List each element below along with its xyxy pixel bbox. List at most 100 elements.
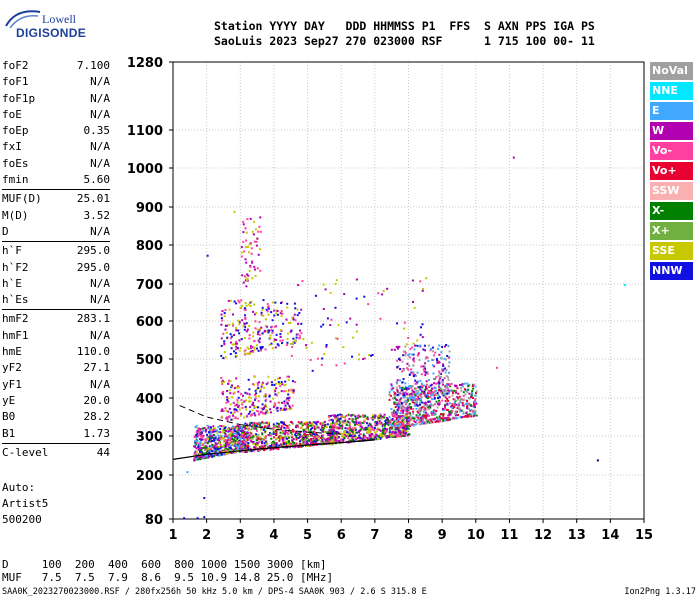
echo-point [249,436,252,439]
echo-point [253,265,256,268]
echo-point [420,392,422,395]
echo-point [429,421,432,424]
echo-point [293,302,296,305]
echo-point [419,423,421,426]
echo-point [334,426,336,429]
echo-point [405,430,408,433]
echo-point [415,414,418,417]
echo-point [362,437,365,440]
echo-point [398,392,401,395]
echo-point [282,429,285,432]
echo-point [394,398,397,400]
echo-point [243,307,246,310]
echo-point [306,441,309,444]
echo-point [335,430,338,433]
plot-frame [172,61,645,520]
echo-point [451,406,454,409]
echo-point [379,429,382,432]
echo-point [210,445,213,448]
echo-point [328,419,331,422]
echo-point [220,354,223,357]
echo-point [264,444,267,447]
echo-point [305,442,307,444]
echo-point [242,444,245,447]
echo-point [246,414,249,417]
echo-point [357,430,360,433]
echo-point [296,314,299,317]
echo-point [395,420,398,423]
echo-point [407,408,410,411]
echo-point [292,342,295,345]
echo-point [231,426,234,429]
echo-point [377,437,379,440]
echo-point [249,352,252,355]
echo-point [226,452,229,455]
echo-point [380,417,383,420]
echo-point [284,429,287,432]
echo-point [204,448,207,451]
echo-point [245,448,248,451]
echo-point [301,280,304,283]
echo-point [306,434,309,436]
echo-point [315,421,318,424]
echo-point [308,421,311,424]
echo-point [260,349,262,352]
echo-point [294,444,297,447]
echo-point [407,406,410,409]
echo-point [269,411,272,414]
echo-point [287,443,290,446]
echo-point [339,441,341,443]
echo-point [328,438,331,441]
echo-point [461,382,464,385]
echo-point [268,427,271,430]
echo-point [466,402,468,405]
echo-point [197,457,200,460]
param-name: yF1 [2,377,22,391]
echo-point [358,353,361,356]
echo-point [390,434,393,437]
echo-point [283,384,286,387]
echo-point [300,322,303,325]
echo-point [359,428,362,431]
echo-point [403,388,406,390]
echo-point [254,447,257,450]
echo-point [425,422,428,425]
echo-point [240,338,243,341]
echo-point [343,293,346,295]
echo-point [329,324,332,326]
echo-point [269,434,272,437]
echo-point [225,440,227,443]
echo-point [367,303,370,306]
echo-point [265,448,268,451]
echo-point [343,362,346,365]
muf-distance-row: D 100 200 400 600 800 1000 1500 3000 [km… [2,558,327,571]
echo-point [288,424,291,427]
echo-point [200,447,203,450]
echo-point [249,448,252,451]
echo-point [386,417,389,419]
echo-point [321,443,324,446]
echo-point [376,437,379,440]
echo-point [378,420,381,423]
echo-point [238,425,241,428]
echo-point [418,408,421,411]
echo-point [446,392,449,395]
echo-point [369,430,372,433]
echo-point [197,444,200,447]
echo-point [322,423,325,426]
echo-point [241,450,244,453]
echo-point [269,444,272,447]
echo-point [234,430,237,433]
echo-point [340,433,343,436]
echo-point [234,416,237,419]
echo-point [291,317,294,320]
echo-point [224,448,227,451]
echo-point [332,421,334,424]
echo-point [222,332,225,335]
echo-point [411,389,414,392]
echo-point [418,386,421,389]
echo-point [420,422,423,424]
echo-point [255,424,258,427]
echo-point [415,382,418,385]
echo-point [385,421,388,424]
